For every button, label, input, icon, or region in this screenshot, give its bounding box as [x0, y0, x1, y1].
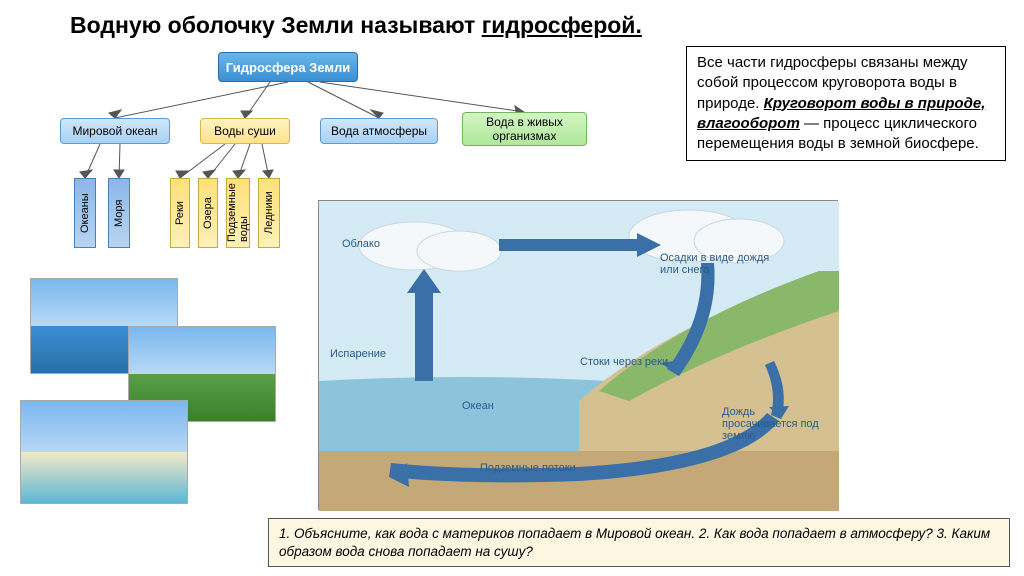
title-prefix: Водную оболочку Земли называют	[70, 12, 482, 38]
questions-text: 1. Объясните, как вода с материков попад…	[279, 526, 990, 559]
tree-node: Вода атмосферы	[320, 118, 438, 144]
page-title: Водную оболочку Земли называют гидросфер…	[70, 12, 642, 39]
cycle-label: Осадки в виде дождя или снега	[660, 252, 790, 276]
tree-leaf: Озера	[198, 178, 218, 248]
cycle-label: Подземные потоки	[480, 462, 576, 474]
cycle-illustration	[319, 201, 839, 511]
landscape-photo	[20, 400, 188, 504]
cycle-label: Стоки через реки	[580, 356, 670, 368]
tree-leaf: Подземные воды	[226, 178, 250, 248]
tree-node: Воды суши	[200, 118, 290, 144]
cycle-label: Облако	[342, 238, 380, 250]
info-box: Все части гидросферы связаны между собой…	[686, 46, 1006, 161]
water-cycle-diagram	[318, 200, 838, 510]
questions-box: 1. Объясните, как вода с материков попад…	[268, 518, 1010, 567]
cycle-label: Дождь просачивается под землю	[722, 406, 832, 442]
tree-leaf: Реки	[170, 178, 190, 248]
tree-leaf: Моря	[108, 178, 130, 248]
tree-leaf: Ледники	[258, 178, 280, 248]
tree-leaf: Океаны	[74, 178, 96, 248]
tree-root: Гидросфера Земли	[218, 52, 358, 82]
title-underlined: гидросферой.	[482, 12, 642, 38]
tree-node: Мировой океан	[60, 118, 170, 144]
cycle-label: Океан	[462, 400, 494, 412]
tree-node: Вода в живых организмах	[462, 112, 587, 146]
cycle-label: Испарение	[330, 348, 386, 360]
